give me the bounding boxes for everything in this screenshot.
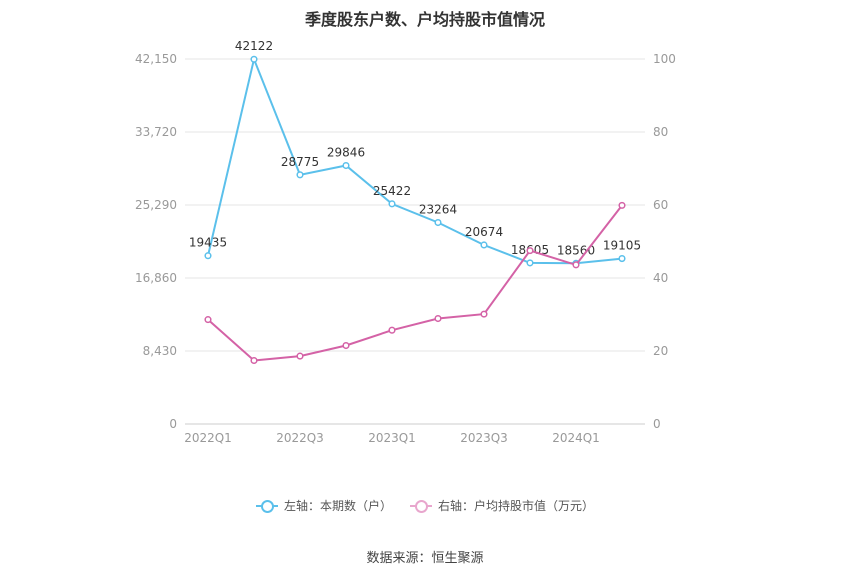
chart-title: 季度股东户数、户均持股市值情况 bbox=[304, 10, 545, 29]
legend-marker-icon bbox=[410, 499, 432, 513]
data-point bbox=[204, 252, 212, 260]
data-point bbox=[250, 55, 258, 63]
data-point bbox=[342, 161, 350, 170]
legend: 左轴：本期数（户） 右轴：户均持股市值（万元） bbox=[0, 497, 850, 514]
data-label: 19105 bbox=[603, 239, 641, 253]
y-right-tick-label: 0 bbox=[653, 417, 661, 431]
data-point bbox=[296, 171, 304, 179]
data-point bbox=[296, 352, 304, 360]
y-left-tick-label: 0 bbox=[169, 417, 177, 431]
data-point bbox=[388, 326, 396, 334]
series-line-left bbox=[207, 55, 623, 265]
data-point bbox=[250, 356, 258, 365]
data-point bbox=[618, 255, 626, 263]
legend-item-left[interactable]: 左轴：本期数（户） bbox=[255, 497, 392, 514]
data-point bbox=[618, 201, 626, 209]
x-tick-label: 2023Q1 bbox=[368, 431, 416, 445]
data-point bbox=[480, 310, 488, 318]
y-right-tick-label: 100 bbox=[653, 52, 676, 66]
data-label: 18560 bbox=[557, 243, 595, 257]
y-left-tick-label: 42,150 bbox=[135, 52, 177, 66]
data-point bbox=[388, 200, 396, 208]
legend-marker-icon bbox=[255, 499, 278, 513]
y-left-tick-label: 8,430 bbox=[143, 344, 177, 358]
legend-item-right[interactable]: 右轴：户均持股市值（万元） bbox=[410, 497, 594, 514]
data-label: 42122 bbox=[235, 39, 273, 53]
data-label: 25422 bbox=[373, 184, 411, 198]
y-left-tick-label: 16,860 bbox=[135, 271, 177, 285]
data-point bbox=[480, 241, 488, 249]
y-right-tick-label: 20 bbox=[653, 344, 668, 358]
source-note: 数据来源：恒生聚源 bbox=[366, 551, 484, 566]
data-label: 19435 bbox=[189, 236, 227, 250]
data-label: 23264 bbox=[419, 203, 457, 217]
data-point bbox=[434, 218, 442, 227]
y-right-tick-label: 80 bbox=[653, 125, 668, 139]
y-right-tick-label: 40 bbox=[653, 271, 668, 285]
x-tick-label: 2024Q1 bbox=[552, 431, 600, 445]
x-tick-label: 2022Q3 bbox=[276, 431, 324, 445]
y-right-tick-label: 60 bbox=[653, 198, 668, 212]
x-tick-label: 2023Q3 bbox=[460, 431, 508, 445]
legend-label-right: 右轴：户均持股市值（万元） bbox=[438, 499, 595, 513]
y-left-tick-label: 25,290 bbox=[135, 198, 177, 212]
y-left-tick-label: 33,720 bbox=[135, 125, 177, 139]
series-line-right bbox=[207, 204, 623, 362]
data-point bbox=[434, 314, 442, 323]
legend-label-left: 左轴：本期数（户） bbox=[283, 499, 392, 513]
data-point bbox=[204, 316, 212, 324]
data-point bbox=[526, 247, 534, 255]
data-label: 20674 bbox=[465, 225, 503, 239]
data-point bbox=[342, 341, 350, 350]
data-label: 29846 bbox=[327, 146, 365, 160]
data-point bbox=[572, 261, 580, 269]
x-tick-label: 2022Q1 bbox=[184, 431, 232, 445]
data-point bbox=[526, 259, 534, 267]
data-label: 28775 bbox=[281, 155, 319, 169]
